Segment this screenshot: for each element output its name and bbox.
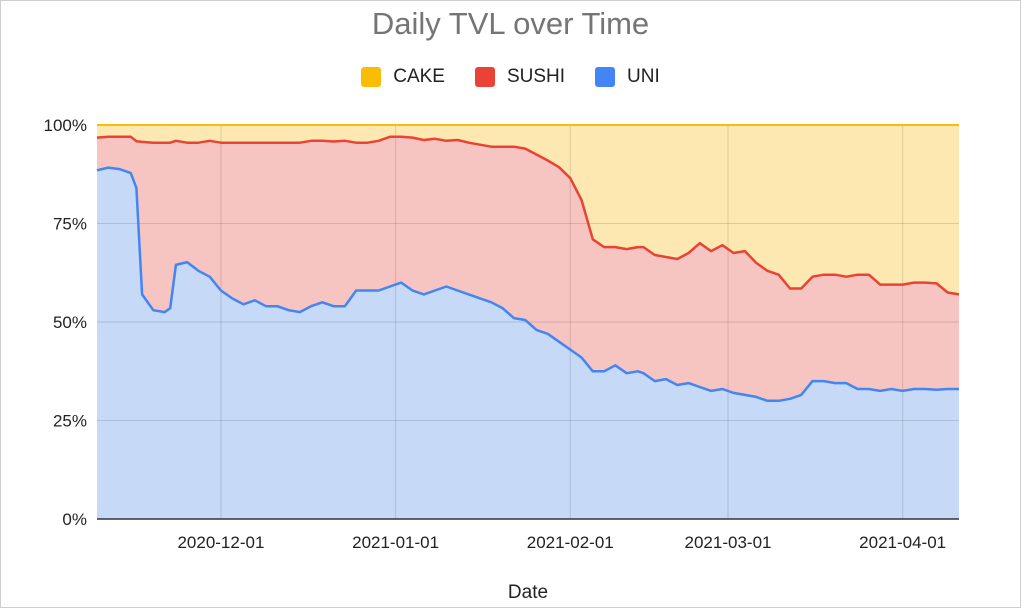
legend-swatch-uni [595,67,616,87]
x-tick-label: 2021-04-01 [859,533,946,552]
x-axis-label: Date [507,582,549,603]
area-sushi [97,136,959,401]
legend: CAKE SUSHI UNI [0,66,1021,88]
legend-item-cake[interactable]: CAKE [361,66,445,88]
legend-label-cake: CAKE [393,66,445,87]
legend-item-uni[interactable]: UNI [595,66,660,88]
legend-label-uni: UNI [627,66,660,87]
legend-swatch-cake [361,67,382,87]
area-cake [97,125,959,295]
y-tick-label: 0% [62,510,87,529]
line-sushi [96,135,960,296]
area-uni [97,167,959,519]
x-tick-label: 2021-02-01 [527,533,614,552]
y-tick-label: 75% [53,215,87,234]
x-tick-label: 2020-12-01 [177,533,264,552]
x-tick-label: 2021-03-01 [685,533,772,552]
y-tick-label: 100% [44,116,87,135]
legend-swatch-sushi [474,67,495,87]
x-tick-label: 2021-01-01 [352,533,439,552]
legend-item-sushi[interactable]: SUSHI [474,66,566,88]
y-tick-label: 25% [53,412,87,431]
line-uni [96,166,959,403]
chart-title: Daily TVL over Time [371,6,650,41]
y-tick-label: 50% [53,313,87,332]
legend-label-sushi: SUSHI [506,66,566,87]
